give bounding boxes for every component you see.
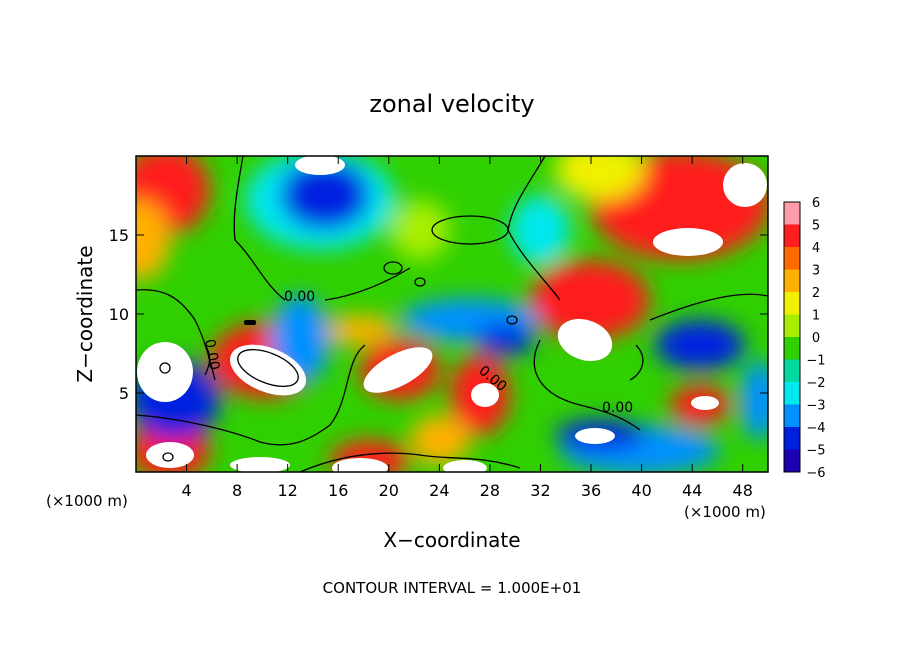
x-tick-label: 16 [328,481,348,500]
colorbar-swatch [784,427,800,450]
colorbar-label: 2 [812,286,820,301]
colorbar-label: −4 [806,421,825,436]
velocity-field [136,156,768,472]
colorbar-swatch [784,202,800,225]
contour-label-4: 0.00 [201,338,222,371]
colorbar-label: −3 [806,399,825,414]
y-tick-label: 10 [109,305,129,324]
x-tick-label: 28 [480,481,500,500]
x-tick-label: 20 [379,481,399,500]
colorbar-label: 5 [812,219,820,234]
x-tick-label: 40 [631,481,651,500]
x-tick-label: 48 [733,481,753,500]
colorbar-swatch [784,404,800,428]
y-tick-label: 15 [109,226,129,245]
colorbar-swatch [784,449,800,473]
x-axis-label: X−coordinate [383,528,520,552]
colorbar-label: −1 [806,354,825,369]
colorbar-label: 1 [812,309,820,324]
chart-title: zonal velocity [369,90,534,118]
colorbar-label: −6 [806,466,825,481]
colorbar-swatch [784,337,800,360]
colorbar-swatch [784,269,800,293]
colorbar-label: −5 [806,444,825,459]
x-tick-label: 24 [429,481,449,500]
zero-contours [136,156,768,472]
contour-interval-footer: CONTOUR INTERVAL = 1.000E+01 [323,579,582,597]
contour-label-2: 0.00 [602,400,633,416]
saturated-cores [137,156,767,472]
x-tick-label: 8 [232,481,242,500]
colorbar-label: 4 [812,241,820,256]
colorbar-label: 0 [812,331,820,346]
colorbar-swatch [784,382,800,405]
colorbar-swatch [784,359,800,383]
x-tick-label: 36 [581,481,601,500]
colorbar-swatch [784,292,800,315]
x-tick-label: 12 [278,481,298,500]
y-tick-label: 5 [119,384,129,403]
x-axis: 4 8 12 16 20 24 28 32 36 40 44 48 [181,156,753,500]
contour-label-1: 0.00 [284,289,315,305]
y-axis: 5 10 15 [109,226,768,403]
plot-area: 0.00 0.00 0.00 0.00 [136,156,768,472]
colorbar-swatch [784,314,800,338]
x-tick-label: 32 [530,481,550,500]
colorbar-swatch [784,224,800,248]
small-core [244,320,256,325]
x-unit-label-left: (×1000 m) [46,492,128,510]
colorbar-label: −2 [806,376,825,391]
colorbar-label: 3 [812,264,820,279]
x-tick-label: 44 [682,481,702,500]
x-tick-label: 4 [181,481,191,500]
colorbar-frame [783,201,801,473]
y-axis-label: Z−coordinate [73,245,97,382]
colorbar-swatch [784,247,800,270]
colorbar: 6 5 4 3 2 1 0 −1 −2 −3 −4 −5 −6 [783,196,826,481]
x-unit-label-right: (×1000 m) [684,503,766,521]
colorbar-label: 6 [812,196,820,211]
